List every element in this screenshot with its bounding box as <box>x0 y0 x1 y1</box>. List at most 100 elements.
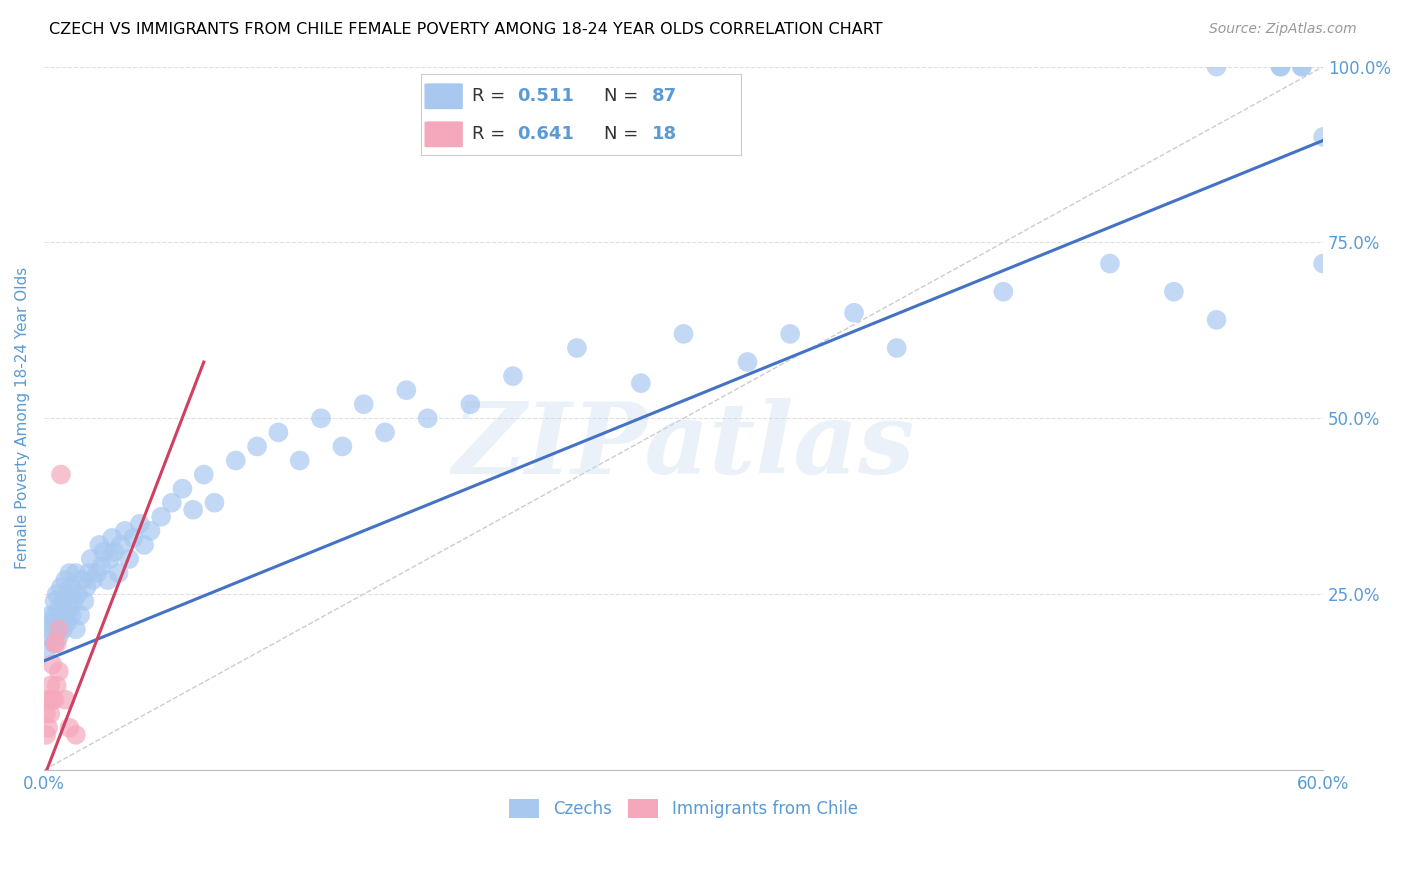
Point <box>39 629 62 643</box>
Point <box>37 721 59 735</box>
Point <box>37 623 59 637</box>
Point <box>56 587 79 601</box>
Point <box>150 509 173 524</box>
Point <box>72 573 94 587</box>
Point <box>45 623 67 637</box>
Point <box>35 728 58 742</box>
Point <box>73 594 96 608</box>
Point <box>49 580 72 594</box>
Text: CZECH VS IMMIGRANTS FROM CHILE FEMALE POVERTY AMONG 18-24 YEAR OLDS CORRELATION : CZECH VS IMMIGRANTS FROM CHILE FEMALE PO… <box>49 22 883 37</box>
Text: Source: ZipAtlas.com: Source: ZipAtlas.com <box>1209 22 1357 37</box>
Point <box>1270 60 1292 74</box>
Point <box>58 566 80 580</box>
Point <box>1291 60 1313 74</box>
Point <box>110 538 132 552</box>
Point <box>52 594 75 608</box>
Point <box>128 516 150 531</box>
Point <box>1312 256 1334 270</box>
Point <box>52 623 75 637</box>
Point <box>139 524 162 538</box>
Point <box>630 376 652 391</box>
Point <box>82 573 104 587</box>
Point <box>565 341 588 355</box>
Point <box>49 467 72 482</box>
Point <box>118 552 141 566</box>
Point <box>39 679 62 693</box>
Point <box>737 355 759 369</box>
Point <box>80 552 103 566</box>
Point <box>101 531 124 545</box>
Point <box>416 411 439 425</box>
Point <box>886 341 908 355</box>
Point <box>45 679 67 693</box>
Point <box>160 496 183 510</box>
Point <box>89 538 111 552</box>
Point <box>65 623 87 637</box>
Point <box>779 326 801 341</box>
Point <box>48 629 70 643</box>
Point <box>53 692 76 706</box>
Point <box>56 615 79 630</box>
Point <box>58 721 80 735</box>
Point <box>44 608 66 623</box>
Point <box>93 545 115 559</box>
Point <box>58 601 80 615</box>
Point <box>374 425 396 440</box>
Point <box>65 728 87 742</box>
Point <box>309 411 332 425</box>
Point <box>1312 130 1334 145</box>
Point <box>45 587 67 601</box>
Point <box>1270 60 1292 74</box>
Point <box>44 594 66 608</box>
Point <box>1163 285 1185 299</box>
Point <box>98 552 121 566</box>
Point <box>172 482 194 496</box>
Point <box>395 383 418 397</box>
Point <box>39 608 62 623</box>
Point <box>1291 60 1313 74</box>
Point <box>1205 60 1227 74</box>
Point <box>193 467 215 482</box>
Point <box>1098 256 1121 270</box>
Point <box>49 615 72 630</box>
Point <box>267 425 290 440</box>
Point <box>181 502 204 516</box>
Point <box>107 566 129 580</box>
Point <box>41 615 63 630</box>
Point <box>41 657 63 672</box>
Point <box>44 636 66 650</box>
Point <box>332 439 354 453</box>
Point <box>353 397 375 411</box>
Point <box>288 453 311 467</box>
Point <box>53 608 76 623</box>
Point <box>502 369 524 384</box>
Point <box>35 643 58 657</box>
Point <box>48 623 70 637</box>
Point <box>993 285 1015 299</box>
Point <box>48 665 70 679</box>
Point <box>246 439 269 453</box>
Point <box>65 566 87 580</box>
Point <box>37 692 59 706</box>
Point <box>225 453 247 467</box>
Point <box>103 545 125 559</box>
Point <box>35 706 58 721</box>
Point <box>53 573 76 587</box>
Point <box>114 524 136 538</box>
Point <box>672 326 695 341</box>
Y-axis label: Female Poverty Among 18-24 Year Olds: Female Poverty Among 18-24 Year Olds <box>15 268 30 569</box>
Text: ZIPatlas: ZIPatlas <box>453 398 915 495</box>
Point <box>204 496 226 510</box>
Point <box>1205 313 1227 327</box>
Point <box>132 538 155 552</box>
Point <box>69 608 91 623</box>
Point <box>44 636 66 650</box>
Point <box>41 692 63 706</box>
Point <box>97 573 120 587</box>
Point <box>45 636 67 650</box>
Point <box>86 566 108 580</box>
Point <box>39 706 62 721</box>
Point <box>842 306 865 320</box>
Point <box>62 594 84 608</box>
Point <box>122 531 145 545</box>
